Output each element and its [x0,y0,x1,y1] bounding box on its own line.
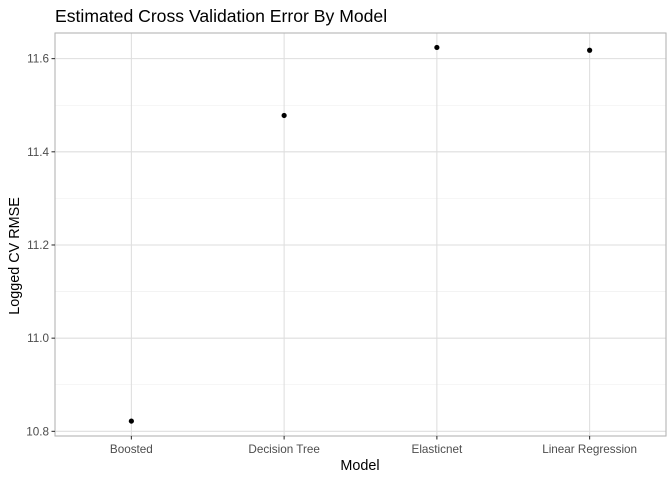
data-point [281,112,287,119]
x-tick-label: Decision Tree [248,443,319,456]
panel-border [54,32,667,437]
y-tick-label: 11.4 [27,146,49,159]
y-tick-label: 11.0 [27,332,49,345]
x-tick-label: Linear Regression [542,443,637,456]
y-tick-label: 10.8 [26,425,49,438]
y-tick-labels: 10.8 11.0 11.2 11.4 11.6 [26,53,49,439]
axis-ticks [51,58,591,440]
y-tick-label: 11.2 [27,239,49,252]
grid-lines [55,33,666,436]
data-points [128,44,593,424]
chart-title: Estimated Cross Validation Error By Mode… [55,6,387,26]
x-tick-label: Elasticnet [412,443,463,456]
x-tick-labels: Boosted Decision Tree Elasticnet Linear Reg… [110,443,637,456]
y-tick-label: 11.6 [27,53,49,66]
x-axis-title: Model [340,458,379,474]
data-point [434,44,440,51]
data-point [587,47,593,53]
x-tick-label: Boosted [110,443,153,456]
data-point [128,418,134,424]
y-axis-title: Logged CV RMSE [7,197,23,315]
